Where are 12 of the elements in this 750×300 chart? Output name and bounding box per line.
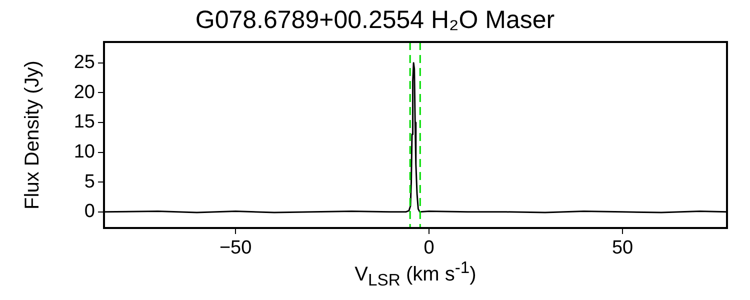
x-tick-label: −50 — [219, 238, 252, 259]
x-tick-label: 50 — [612, 238, 634, 259]
y-axis-title: Flux Density (Jy) — [22, 60, 44, 210]
y-tick-label: 0 — [84, 201, 95, 222]
x-axis-title: V$_{LSR}$ (km s$^{-1}$) — [354, 258, 478, 291]
chart-title: G078.6789+00.2554 H₂O Maser — [194, 6, 556, 34]
x-tick-label: 0 — [424, 238, 434, 259]
y-tick-label: 15 — [74, 112, 95, 133]
y-tick-label: 10 — [74, 142, 95, 163]
y-tick-label: 25 — [74, 52, 95, 74]
y-tick-label: 20 — [74, 82, 95, 103]
y-tick-label: 5 — [84, 171, 95, 192]
